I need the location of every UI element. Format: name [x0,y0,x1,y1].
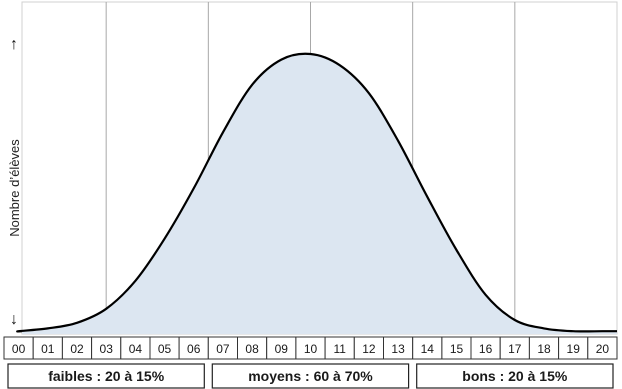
y-axis-down-arrow: ↓ [10,311,18,328]
curve-line [16,52,617,333]
group-label-2: bons : 20 à 15% [462,368,568,384]
group-row: faibles : 20 à 15% moyens : 60 à 70% bons … [7,363,614,389]
tick-label-14: 14 [421,342,435,356]
tick-label-01: 01 [41,342,55,356]
group-label-1: moyens : 60 à 70% [248,368,373,384]
tick-label-03: 03 [100,342,114,356]
tick-label-02: 02 [70,342,84,356]
curve-layer [16,52,618,334]
tick-label-10: 10 [304,342,318,356]
group-label-0: faibles : 20 à 15% [48,368,165,384]
tick-label-16: 16 [479,342,493,356]
tick-label-04: 04 [129,342,143,356]
tick-label-18: 18 [537,342,551,356]
tick-label-11: 11 [333,342,346,356]
tick-label-00: 00 [12,342,26,356]
tick-label-07: 07 [216,342,230,356]
x-tick-row: 00 01 02 03 04 05 06 07 08 09 10 11 12 13 14 15 16 17 18 19… [3,336,618,360]
y-axis-title: Nombre d’élèves [7,139,22,237]
group-box-2 [416,363,614,389]
tick-label-06: 06 [187,342,201,356]
group-box-1 [211,363,410,389]
tick-label-08: 08 [245,342,259,356]
tick-label-09: 09 [275,342,289,356]
tick-label-20: 20 [596,342,610,356]
tick-label-17: 17 [508,342,522,356]
curve-area-fill [17,53,618,334]
tick-label-13: 13 [391,342,405,356]
y-axis-up-arrow: ↑ [10,36,18,53]
tick-label-05: 05 [158,342,172,356]
tick-label-19: 19 [567,342,581,356]
tick-label-12: 12 [362,342,376,356]
tick-label-15: 15 [450,342,464,356]
group-box-0 [7,363,205,389]
tick-cell-20 [587,336,618,360]
